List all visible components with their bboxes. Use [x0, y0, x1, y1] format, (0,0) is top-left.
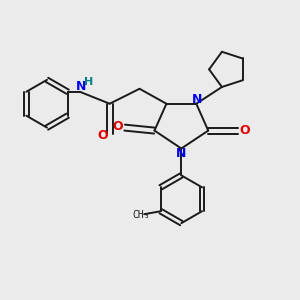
Text: CH₃: CH₃ — [132, 209, 150, 220]
Text: O: O — [98, 129, 108, 142]
Text: N: N — [176, 147, 186, 160]
Text: O: O — [239, 124, 250, 137]
Text: N: N — [76, 80, 86, 93]
Text: O: O — [113, 120, 123, 133]
Text: N: N — [192, 93, 203, 106]
Text: H: H — [84, 77, 93, 87]
